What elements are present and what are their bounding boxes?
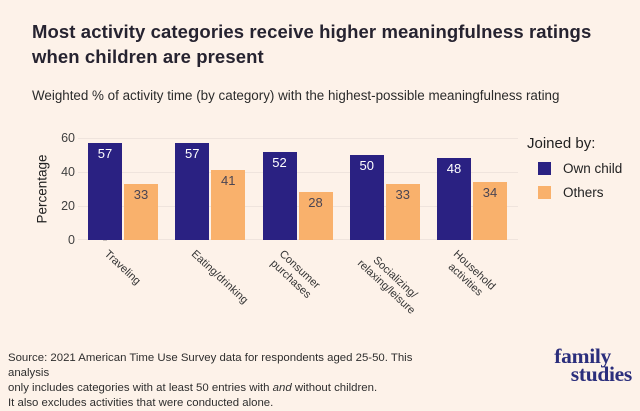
bar-own-child: 52	[262, 151, 297, 240]
bar-value-label: 57	[97, 146, 113, 162]
legend-item-others: Others	[538, 185, 622, 200]
source-line1: Source: 2021 American Time Use Survey da…	[8, 352, 413, 379]
legend-label: Own child	[563, 161, 623, 176]
x-axis-label: Traveling	[101, 248, 143, 288]
y-tick-label: 20	[61, 199, 75, 213]
source-line2-post: without children.	[291, 382, 378, 394]
source-line2-italic: and	[272, 382, 292, 394]
infographic: Most activity categories receive higher …	[8, 21, 633, 409]
y-tick-label: 40	[61, 165, 75, 179]
bar-others: 41	[211, 170, 246, 240]
bar-group-5: 48 34	[437, 138, 507, 240]
chart-subtitle: Weighted % of activity time (by category…	[32, 88, 560, 103]
legend-label: Others	[563, 185, 604, 200]
bar-group-4: 50 33	[349, 138, 420, 240]
source-line2-pre: only includes categories with at least 5…	[8, 382, 273, 394]
legend: Joined by: Own child Others	[527, 135, 622, 209]
legend-swatch	[538, 186, 551, 199]
bar-own-child: 57	[175, 143, 210, 240]
logo-line2: studies	[570, 361, 633, 386]
bar-value-label: 52	[272, 154, 287, 170]
bar-group-2: 57 41	[175, 138, 246, 240]
legend-swatch	[538, 162, 551, 175]
y-axis-ticks: 0 20 40 60	[30, 131, 107, 247]
logo-line1: family	[554, 344, 611, 368]
bar-others: 33	[124, 183, 158, 240]
x-axis-label: Household activities	[446, 248, 498, 299]
bar-value-label: 33	[395, 186, 410, 202]
bar-value-label: 41	[221, 173, 236, 189]
legend-items: Own child Others	[527, 161, 622, 200]
chart-title: Most activity categories receive higher …	[32, 21, 592, 67]
bar-value-label: 33	[133, 186, 149, 202]
bar-others: 34	[473, 182, 507, 240]
bar-value-label: 28	[308, 195, 323, 211]
bar-own-child: 50	[349, 155, 384, 240]
source-line3: It also excludes activities that were co…	[8, 397, 274, 409]
bar-group-3: 52 28	[262, 138, 333, 240]
family-studies-logo: family studies	[512, 344, 633, 386]
bar-own-child: 48	[437, 158, 471, 240]
x-axis-label: Eating/drinking	[189, 248, 251, 307]
x-axis-label: Socializing/ relaxing/leisure	[355, 254, 420, 317]
y-tick-label: 0	[68, 233, 75, 247]
bar-value-label: 34	[482, 185, 498, 201]
legend-item-own-child: Own child	[538, 161, 622, 176]
bar-value-label: 57	[185, 146, 200, 162]
plot-area: 57 33 Traveling 57 41 Eating/drinking 52 28 Cons…	[78, 138, 518, 316]
bar-own-child: 57	[88, 143, 122, 240]
legend-title: Joined by:	[527, 135, 596, 152]
x-axis-label: Consumer purchases	[267, 248, 322, 301]
gridline-60	[78, 138, 518, 139]
y-tick-label: 60	[61, 131, 75, 145]
bar-others: 28	[298, 192, 333, 240]
gridline-40	[78, 172, 518, 173]
bar-value-label: 48	[446, 161, 462, 177]
bar-group-1: 57 33	[88, 138, 158, 240]
gridline-20	[78, 206, 518, 207]
bar-value-label: 50	[359, 158, 374, 173]
y-tick-mark	[103, 240, 107, 241]
source-note: Source: 2021 American Time Use Survey da…	[8, 351, 428, 411]
bar-others: 33	[385, 183, 420, 240]
gridline-0	[78, 239, 518, 240]
